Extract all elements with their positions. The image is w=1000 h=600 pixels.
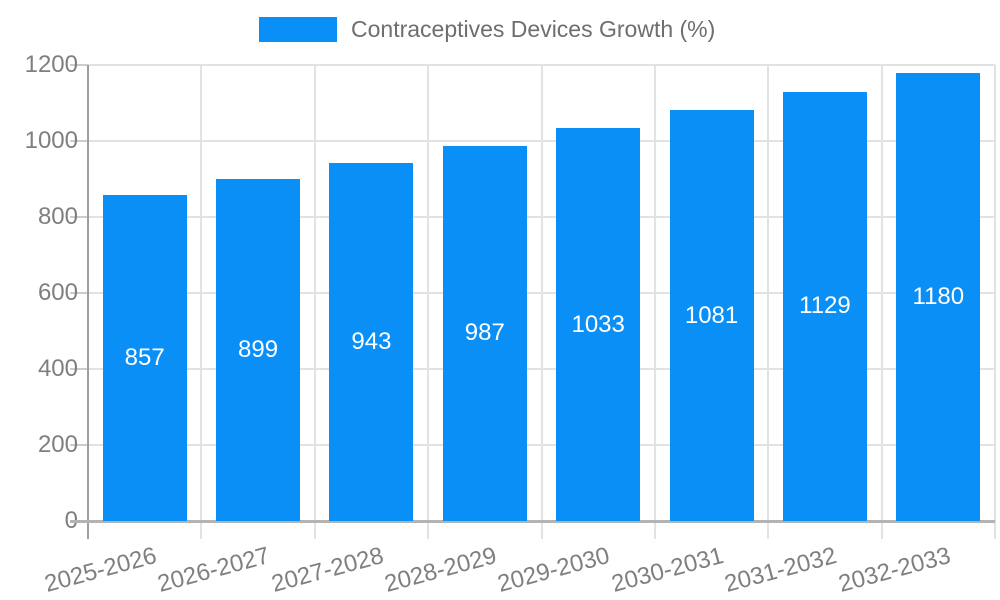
y-axis-label: 800 <box>37 203 78 230</box>
y-axis-label: 1000 <box>24 127 78 154</box>
vertical-gridline <box>767 65 770 539</box>
y-axis-label: 0 <box>64 507 78 534</box>
y-axis-line <box>87 65 89 539</box>
bar-value-label: 943 <box>351 327 392 355</box>
x-axis-label: 2027-2028 <box>268 542 387 598</box>
x-axis-label: 2029-2030 <box>495 542 613 598</box>
bar-value-label: 857 <box>124 344 165 372</box>
bar-value-label: 987 <box>464 319 505 347</box>
bar <box>556 128 641 521</box>
vertical-gridline <box>540 65 543 539</box>
y-axis-label: 600 <box>37 279 78 306</box>
bar <box>896 72 981 521</box>
vertical-gridline <box>427 65 430 539</box>
bar <box>329 162 414 521</box>
legend-swatch-icon <box>259 17 337 42</box>
bar-value-label: 1081 <box>684 301 739 329</box>
vertical-gridline <box>200 65 203 539</box>
bar-value-label: 1180 <box>912 282 965 310</box>
horizontal-gridline <box>88 64 995 66</box>
x-axis-label: 2025-2026 <box>41 542 160 598</box>
bar-value-label: 1129 <box>799 292 851 320</box>
bar <box>782 91 867 521</box>
bar <box>216 179 301 521</box>
y-axis-label: 200 <box>37 431 78 458</box>
x-axis-label: 2028-2029 <box>381 542 500 598</box>
bar <box>442 145 527 521</box>
y-axis-label: 1200 <box>24 51 78 78</box>
bar-value-label: 1033 <box>571 310 625 338</box>
vertical-gridline <box>313 65 316 539</box>
y-axis-label: 400 <box>37 355 78 382</box>
vertical-gridline <box>994 65 996 539</box>
vertical-gridline <box>653 65 656 539</box>
legend[interactable]: Contraceptives Devices Growth (%) <box>259 16 715 43</box>
vertical-gridline <box>880 65 883 539</box>
x-axis-label: 2030-2031 <box>608 542 727 598</box>
bar-value-label: 899 <box>238 336 279 364</box>
x-axis-label: 2026-2027 <box>154 542 273 598</box>
x-axis-label: 2031-2032 <box>721 542 840 598</box>
x-axis-label: 2032-2033 <box>835 542 954 598</box>
legend-label: Contraceptives Devices Growth (%) <box>351 16 716 42</box>
plot-area: 0 200 400 600 800 1000 1200 857 2025-2026 899 2026… <box>25 52 996 598</box>
bar <box>102 195 187 521</box>
bar <box>669 110 754 521</box>
